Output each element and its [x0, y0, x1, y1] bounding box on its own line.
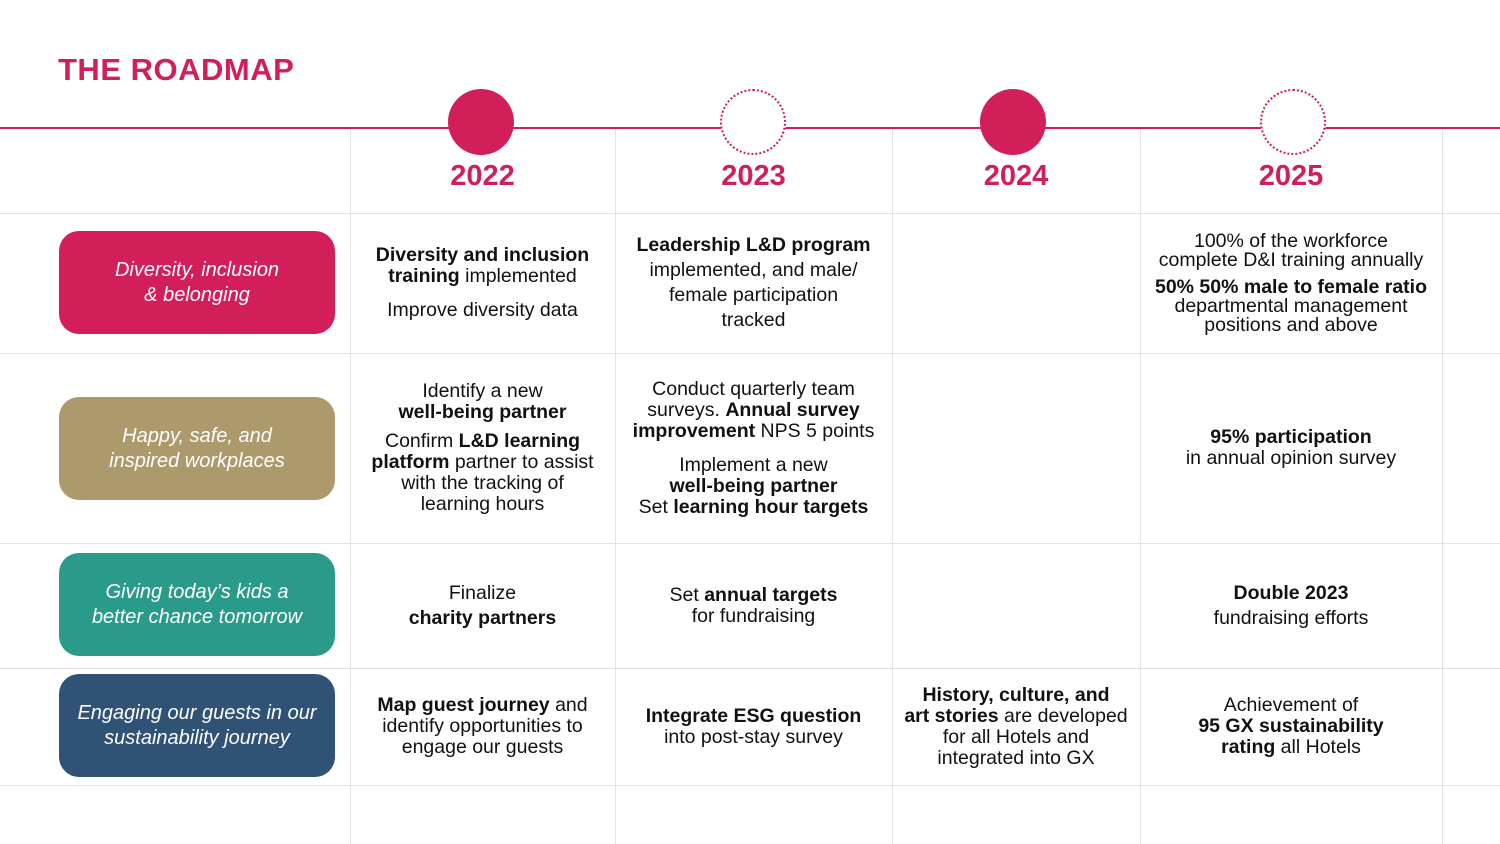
pillar-guests: Engaging our guests in our sustainability… [59, 674, 335, 777]
cell-r1-2022: Diversity and inclusion training impleme… [375, 244, 590, 321]
year-2024: 2024 [983, 160, 1049, 192]
cell-r1-2025: 100% of the workforce complete D&I train… [1154, 229, 1428, 336]
milestone-dot-2023 [720, 89, 786, 155]
pillar-diversity: Diversity, inclusion & belonging [59, 231, 335, 334]
cell-r2-2023: Conduct quarterly team surveys. Annual s… [632, 377, 875, 518]
cell-r3-2022: Finalize charity partners [408, 581, 557, 629]
grid-column-line [615, 130, 616, 844]
grid-column-line [350, 130, 351, 844]
cell-r4-2023: Integrate ESG question into post-stay su… [645, 704, 862, 748]
milestone-dot-2022 [448, 89, 514, 155]
grid-column-line [1140, 130, 1141, 844]
grid-column-line [892, 130, 893, 844]
grid-column-line [1442, 130, 1443, 844]
year-2025: 2025 [1258, 160, 1324, 192]
year-2023: 2023 [721, 160, 786, 192]
year-2022: 2022 [450, 160, 515, 192]
cell-r3-2025: Double 2023 fundraising efforts [1213, 581, 1369, 629]
page-title: THE ROADMAP [58, 52, 295, 87]
cell-r4-2025: Achievement of 95 GX sustainability rati… [1198, 694, 1384, 758]
grid-row-line [0, 353, 1500, 354]
grid-row-line [0, 668, 1500, 669]
cell-r1-2023: Leadership L&D program implemented, and … [636, 234, 871, 331]
milestone-dot-2025 [1260, 89, 1326, 155]
cell-r2-2025: 95% participation in annual opinion surv… [1185, 426, 1397, 469]
grid-row-line [0, 543, 1500, 544]
milestone-dot-2024 [980, 89, 1046, 155]
grid-row-line [0, 213, 1500, 214]
cell-r3-2023: Set annual targets for fundraising [669, 583, 838, 627]
pillar-workplaces: Happy, safe, and inspired workplaces [59, 397, 335, 500]
grid-row-line [0, 785, 1500, 786]
cell-r4-2022: Map guest journey and identify opportuni… [377, 694, 588, 758]
cell-r4-2024: History, culture, and art stories are de… [904, 683, 1128, 769]
pillar-kids: Giving today’s kids a better chance tomor… [59, 553, 335, 656]
cell-r2-2022: Identify a new well-being partner Confir… [371, 380, 594, 515]
